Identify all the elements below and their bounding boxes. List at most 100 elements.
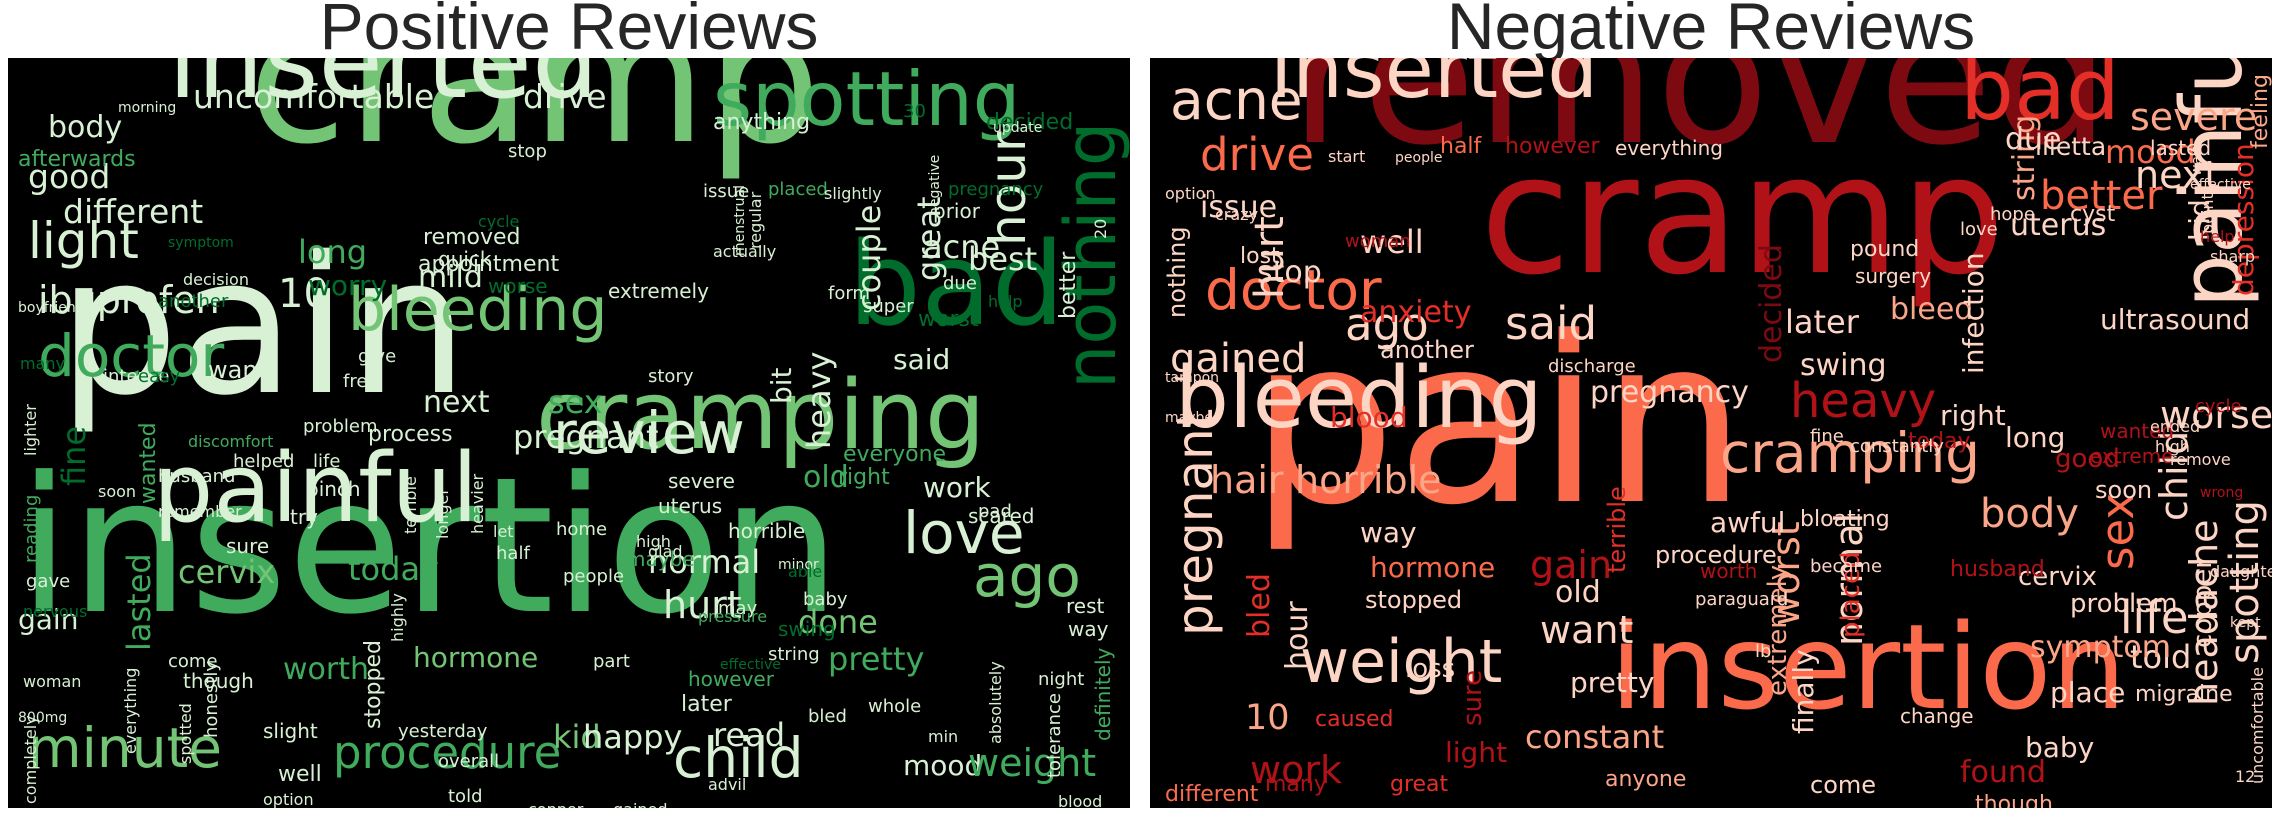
positive-word-cloud: insertion pain cramp inserted painful crampin… bbox=[8, 58, 1130, 808]
cloud-word: told bbox=[2130, 637, 2192, 676]
cloud-word: bleed bbox=[1890, 291, 1974, 327]
cloud-word: part bbox=[593, 650, 630, 672]
cloud-word: prior bbox=[933, 199, 980, 223]
cloud-word: wanted bbox=[2100, 419, 2175, 443]
cloud-word: many bbox=[1265, 772, 1327, 798]
cloud-word: regular bbox=[746, 192, 765, 250]
cloud-word: option bbox=[263, 790, 314, 808]
cloud-word: high bbox=[2155, 437, 2190, 457]
cloud-word: pound bbox=[1850, 237, 1920, 263]
cloud-word: nothing bbox=[1163, 225, 1191, 318]
negative-reviews-title: Negative Reviews bbox=[1446, 0, 1976, 63]
cloud-word: decision bbox=[183, 270, 249, 290]
cloud-word: morning bbox=[118, 100, 177, 117]
cloud-word: try bbox=[290, 505, 318, 529]
cloud-word: longer bbox=[433, 488, 452, 540]
cloud-word: said bbox=[893, 343, 951, 377]
cloud-word: glad bbox=[648, 542, 683, 562]
cloud-word: start bbox=[1328, 147, 1366, 167]
cloud-word: due bbox=[943, 272, 977, 294]
cloud-word: surgery bbox=[1855, 264, 1932, 288]
cloud-word: later bbox=[1785, 302, 1859, 341]
cloud-word: highly bbox=[388, 593, 407, 643]
cloud-word: long bbox=[2005, 421, 2066, 455]
cloud-word: update bbox=[993, 120, 1043, 137]
cloud-word: horrible bbox=[728, 519, 806, 543]
cloud-word: pregnancy bbox=[1590, 374, 1749, 410]
cloud-word: woman bbox=[23, 672, 82, 692]
cloud-word: though bbox=[1975, 792, 2053, 808]
cloud-word: cervix bbox=[2018, 561, 2097, 592]
cloud-word: however bbox=[1505, 134, 1600, 160]
cloud-word: way bbox=[1068, 617, 1109, 641]
cloud-word: kid bbox=[553, 717, 601, 756]
cloud-word: problem bbox=[2070, 588, 2178, 619]
cloud-word: minor bbox=[778, 557, 819, 574]
cloud-word: process bbox=[368, 422, 453, 448]
cloud-word: pretty bbox=[828, 639, 925, 678]
cloud-word: free bbox=[343, 370, 379, 392]
cloud-word: night bbox=[1038, 668, 1085, 690]
cloud-word: baby bbox=[2025, 731, 2095, 765]
cloud-word: copper bbox=[528, 802, 583, 808]
cloud-word: come bbox=[168, 650, 218, 672]
cloud-word: overall bbox=[438, 750, 500, 772]
cloud-word: spotted bbox=[176, 703, 195, 765]
cloud-word: depression bbox=[2227, 143, 2260, 297]
cloud-word: insertion bbox=[1610, 597, 2127, 736]
cloud-word: ago bbox=[973, 541, 1081, 610]
cloud-word: lb bbox=[1755, 640, 1772, 662]
cloud-word: discomfort bbox=[188, 432, 274, 452]
cloud-word: everything bbox=[1615, 136, 1723, 160]
cloud-word: life bbox=[2120, 590, 2189, 644]
cloud-word: point bbox=[2198, 193, 2217, 235]
cloud-word: body bbox=[1980, 491, 2079, 537]
cloud-word: worse bbox=[2160, 392, 2272, 437]
cloud-word: gave bbox=[26, 570, 71, 592]
cloud-word: spotting bbox=[2222, 500, 2268, 664]
cloud-word: 10 bbox=[1245, 698, 1290, 739]
cloud-word: drive bbox=[1200, 127, 1314, 181]
cloud-word: sure bbox=[226, 534, 270, 558]
cloud-word: people bbox=[1395, 150, 1443, 167]
cloud-word: horrible bbox=[1295, 457, 1442, 502]
cloud-word: bit bbox=[765, 367, 798, 405]
cloud-word: completely bbox=[21, 715, 40, 805]
cloud-word: negative bbox=[927, 154, 943, 217]
cloud-word: review bbox=[553, 398, 745, 467]
cloud-word: worry bbox=[308, 269, 388, 303]
cloud-word: better bbox=[1056, 251, 1081, 320]
cloud-word: later bbox=[681, 692, 732, 718]
cloud-word: come bbox=[1810, 770, 1877, 799]
cloud-word: uterus bbox=[658, 494, 723, 518]
cloud-word: problem bbox=[303, 415, 378, 437]
cloud-word: soon bbox=[98, 482, 137, 502]
cloud-word: uncomfortable bbox=[193, 76, 435, 116]
cloud-word: let bbox=[493, 522, 514, 542]
cloud-word: remove bbox=[2170, 450, 2231, 470]
cloud-word: half bbox=[496, 542, 530, 564]
cloud-word: awful bbox=[1710, 506, 1786, 540]
cloud-word: lighter bbox=[21, 404, 40, 457]
cloud-word: afterwards bbox=[18, 147, 136, 173]
negative-word-cloud: removed pain cramp insertion bleeding inserte… bbox=[1150, 58, 2272, 808]
cloud-word: extremely bbox=[608, 279, 709, 303]
cloud-word: terrible bbox=[401, 476, 420, 535]
cloud-word: soon bbox=[2095, 475, 2153, 504]
cloud-word: life bbox=[313, 450, 341, 472]
cloud-word: appointment bbox=[418, 252, 560, 278]
cloud-word: want bbox=[208, 355, 267, 384]
cloud-word: severe bbox=[2130, 94, 2258, 139]
cloud-word: next bbox=[2135, 152, 2220, 197]
cloud-word: inserted bbox=[168, 58, 599, 122]
cloud-word: tampon bbox=[1165, 370, 1220, 387]
cloud-word: nervous bbox=[23, 602, 88, 622]
cloud-word: insertion bbox=[18, 437, 841, 657]
cloud-word: sure bbox=[1458, 669, 1488, 726]
cloud-word: blood bbox=[1058, 792, 1103, 808]
cloud-word: kept bbox=[2230, 615, 2261, 632]
cloud-word: infection bbox=[1957, 252, 1990, 375]
cloud-word: able bbox=[788, 562, 823, 582]
cloud-word: bleeding bbox=[348, 275, 608, 345]
cloud-word: maybe bbox=[626, 547, 695, 571]
